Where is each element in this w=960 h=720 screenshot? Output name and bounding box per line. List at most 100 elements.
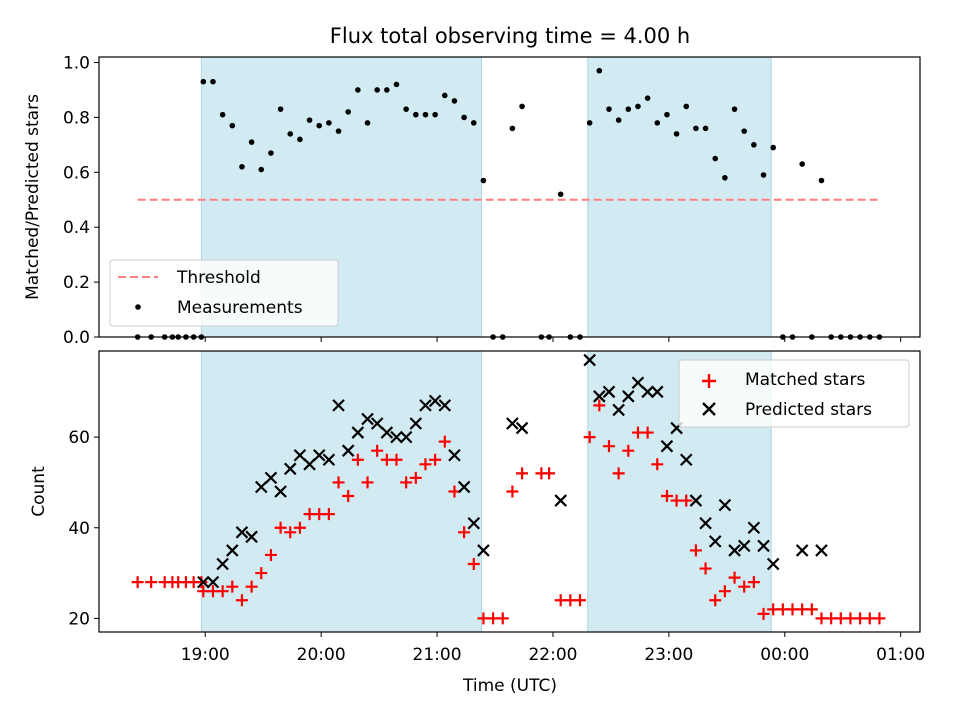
matched-star-point [805, 603, 818, 616]
matched-star-point [371, 444, 384, 457]
predicted-star-point [341, 444, 355, 457]
measurement-point [461, 114, 467, 121]
measurement-point [432, 111, 438, 118]
predicted-star-point [554, 494, 567, 507]
measurement-point [384, 87, 390, 93]
measurement-point [355, 87, 361, 93]
legend-measurements-label: Measurements [177, 298, 303, 318]
legend-threshold-label: Threshold [176, 268, 261, 288]
matched-star-point [689, 544, 702, 557]
shaded-region-0 [200, 350, 482, 633]
measurement-point [586, 120, 593, 126]
measurement-point [335, 128, 342, 134]
legend-matched-label: Matched stars [745, 370, 865, 390]
predicted-star-point [226, 544, 239, 557]
measurement-point [509, 125, 516, 132]
x-tick-label: 00:00 [760, 645, 809, 665]
top-y-axis: 0.0 0.2 0.4 0.6 0.8 1.0 [63, 53, 99, 348]
measurement-point [470, 120, 477, 126]
top-panel: 0.0 0.2 0.4 0.6 0.8 1.0 Matched/Predicted sta… [23, 53, 921, 348]
measurement-point [596, 67, 603, 74]
matched-star-point [574, 594, 587, 607]
predicted-star-point [390, 430, 403, 444]
predicted-star-point [515, 421, 529, 435]
measurement-point [683, 103, 690, 110]
measurement-point [326, 120, 332, 126]
legend-predicted-label: Predicted stars [745, 400, 872, 420]
measurement-point [818, 177, 825, 184]
y-tick-label: 0.8 [63, 108, 90, 128]
predicted-star-point [757, 539, 770, 553]
matched-star-point [757, 607, 770, 620]
matched-star-point [409, 471, 422, 484]
measurement-point [702, 125, 709, 132]
predicted-star-point [370, 417, 384, 430]
measurement-point [519, 103, 525, 110]
measurement-point [287, 131, 294, 137]
predicted-star-point [197, 575, 210, 589]
top-plot-frame [98, 56, 921, 338]
predicted-star-point [303, 458, 316, 471]
measurement-point [673, 131, 680, 137]
measurement-point [277, 106, 284, 112]
predicted-star-point [332, 399, 345, 412]
matched-star-point [351, 453, 364, 466]
x-tick-label: 01:00 [876, 645, 925, 665]
predicted-star-point [612, 403, 625, 417]
predicted-star-point [283, 462, 297, 476]
predicted-star-point [477, 544, 490, 557]
bottom-plot-frame [98, 350, 921, 633]
matched-star-point [641, 426, 654, 439]
predicted-star-point [293, 448, 307, 462]
matched-star-point [699, 562, 712, 575]
matched-star-point [728, 571, 741, 584]
measurement-point [760, 172, 767, 178]
measurement-point [664, 111, 670, 118]
measurement-point [615, 117, 622, 123]
matched-star-point [458, 526, 471, 539]
y-tick-label: 1.0 [63, 53, 90, 73]
matched-star-point [293, 521, 306, 534]
x-tick-label: 22:00 [528, 645, 577, 665]
y-tick-label: 20 [68, 609, 90, 629]
measurement-point [316, 122, 323, 129]
predicted-star-point [216, 557, 229, 571]
matched-star-point [131, 576, 144, 589]
matched-star-point [274, 521, 287, 534]
matched-star-point [245, 580, 258, 593]
predicted-star-point [689, 494, 703, 507]
predicted-star-point [708, 535, 722, 548]
predicted-star-point [399, 430, 413, 444]
predicted-star-point [254, 480, 268, 494]
matched-star-point [429, 453, 442, 466]
predicted-star-point [235, 526, 249, 539]
legend-measurements-swatch [135, 304, 141, 310]
measurement-point [306, 117, 313, 123]
matched-star-point [438, 435, 451, 448]
matched-star-point [747, 576, 760, 589]
predicted-star-point [602, 385, 616, 399]
bottom-x-axis: 19:00 20:00 21:00 22:00 23:00 00:00 01:00 [181, 632, 925, 665]
predicted-star-point [448, 448, 461, 462]
measurement-point [644, 95, 651, 101]
measurement-point [451, 98, 458, 104]
count-points [131, 353, 886, 625]
measurement-point [693, 125, 699, 132]
matched-star-point [506, 485, 519, 498]
matched-star-point [322, 508, 335, 521]
measurement-point [297, 136, 303, 143]
predicted-star-point [593, 390, 606, 403]
measurement-point [731, 106, 738, 112]
matched-star-point [361, 476, 374, 489]
measurement-point [258, 166, 265, 173]
predicted-star-point [718, 498, 732, 512]
predicted-star-point [419, 399, 432, 412]
y-tick-label: 40 [68, 519, 90, 539]
top-shaded-regions [200, 56, 772, 338]
matched-star-point [332, 476, 345, 489]
predicted-star-point [728, 544, 741, 557]
bottom-y-axis-label: Count [29, 466, 49, 517]
measurement-point [722, 174, 728, 181]
matched-star-point [467, 558, 480, 571]
predicted-star-point [264, 471, 278, 485]
